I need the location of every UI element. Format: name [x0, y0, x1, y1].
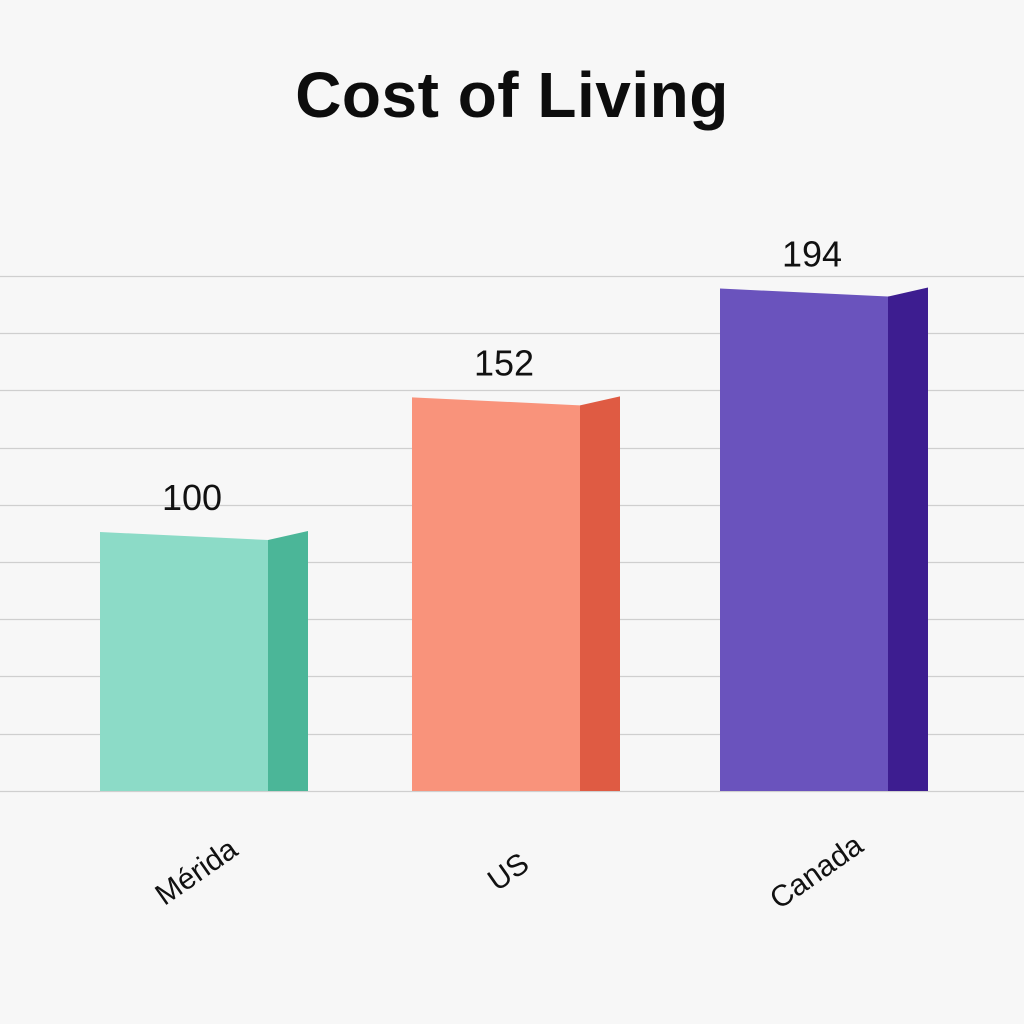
bars	[100, 287, 928, 791]
value-label: 194	[782, 234, 842, 275]
bar-side	[888, 287, 928, 791]
value-label: 152	[474, 342, 534, 383]
bar-front	[100, 532, 268, 791]
chart-title: Cost of Living	[295, 59, 729, 131]
value-label: 100	[162, 477, 222, 518]
bar-side	[268, 531, 308, 791]
category-label: Mérida	[150, 832, 244, 912]
category-label: US	[482, 847, 535, 898]
bar-front	[720, 288, 888, 791]
category-label: Canada	[764, 828, 869, 915]
bar-side	[580, 396, 620, 791]
bar-front	[412, 397, 580, 791]
